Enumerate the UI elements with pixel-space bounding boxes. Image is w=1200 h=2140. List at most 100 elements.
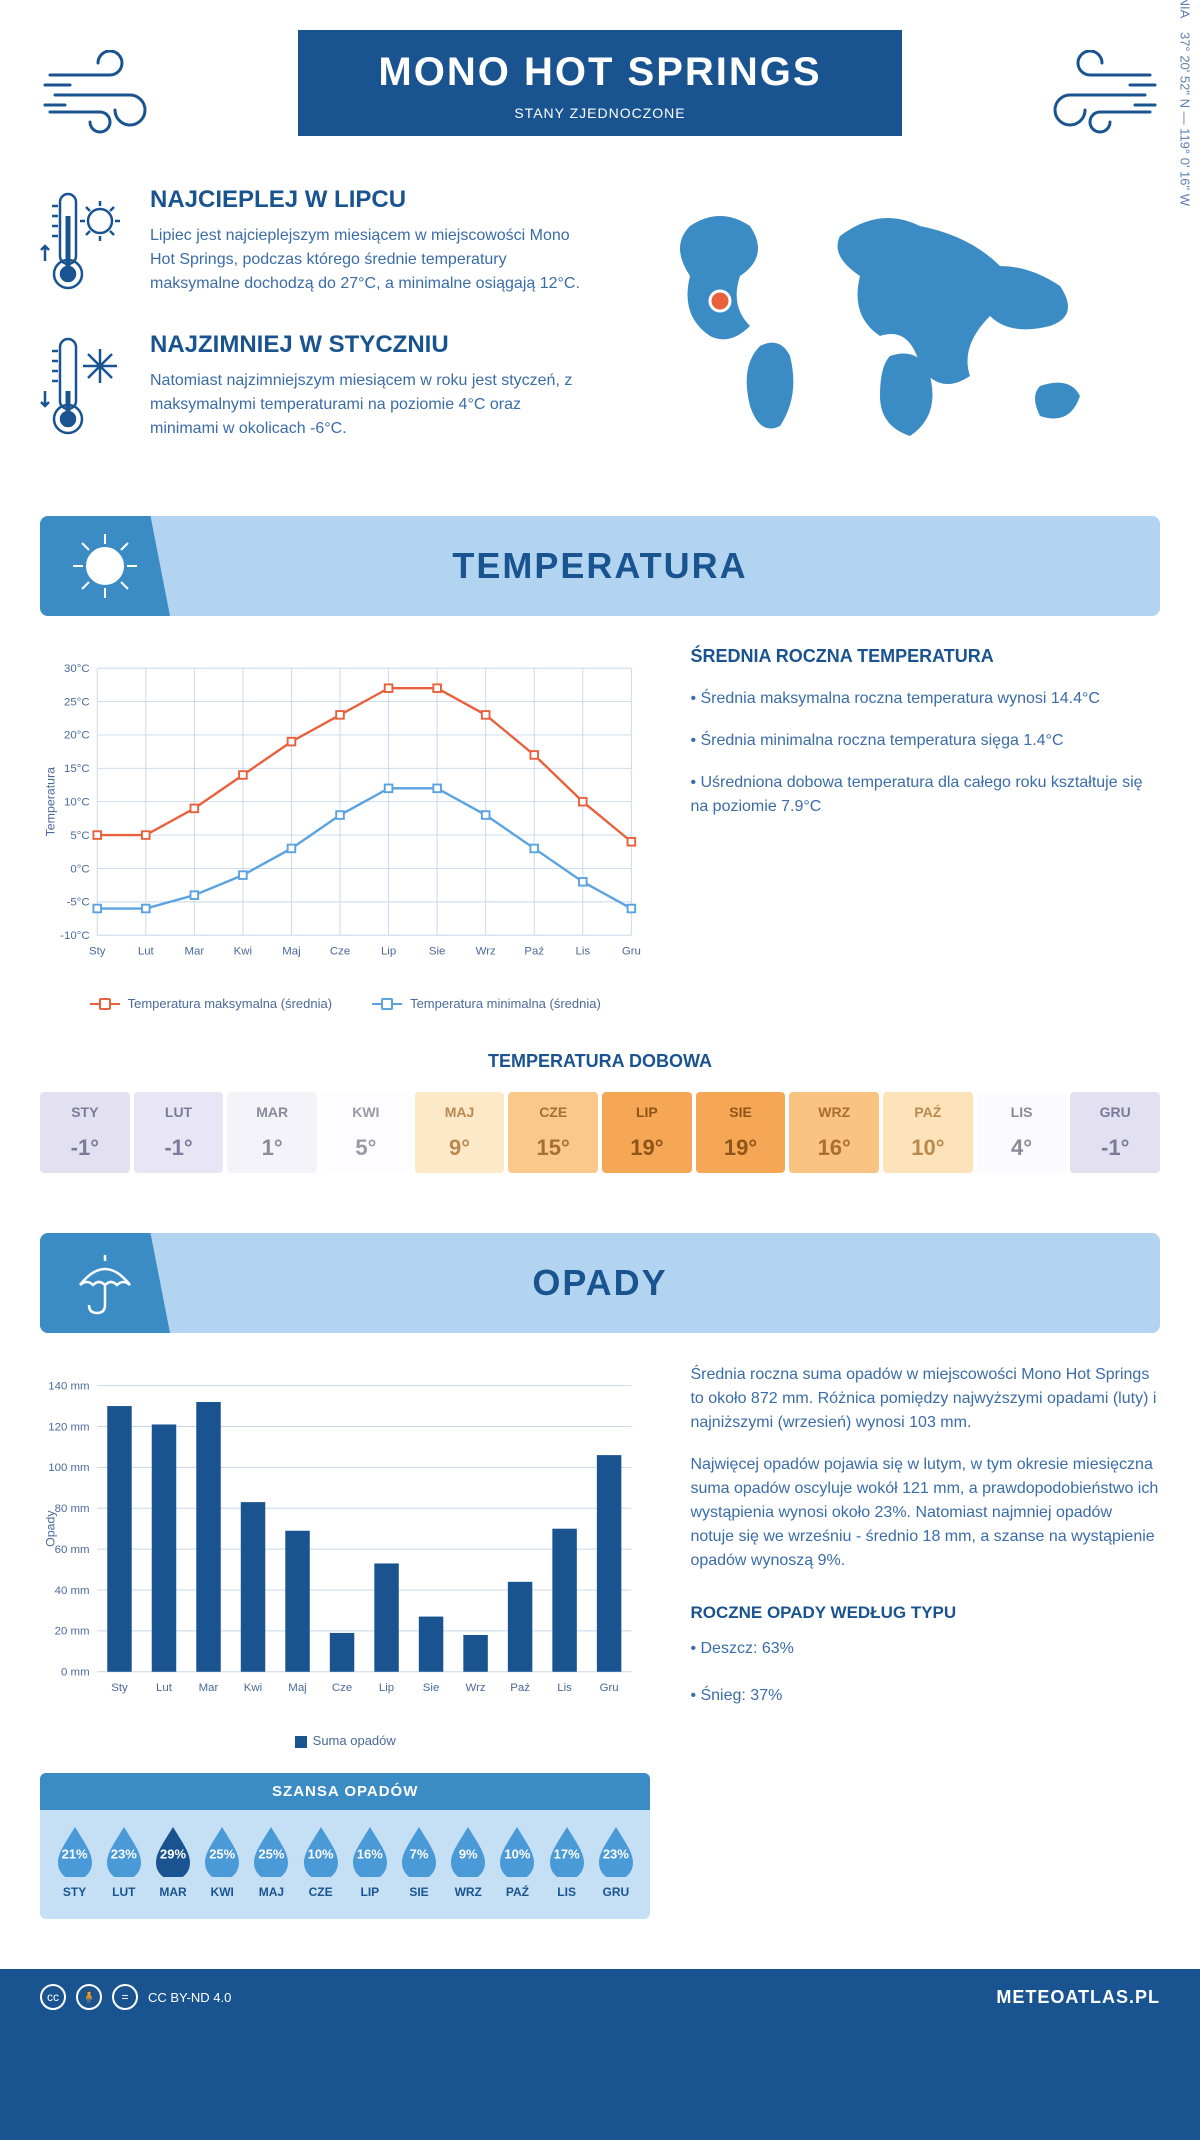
precip-chance-drop: 23%GRU [591, 1825, 640, 1899]
svg-text:Lut: Lut [156, 1682, 173, 1694]
svg-text:20°C: 20°C [64, 730, 90, 742]
world-map-icon [620, 186, 1160, 466]
precip-chance-drop: 29%MAR [148, 1825, 197, 1899]
svg-text:Opady: Opady [43, 1510, 57, 1547]
daily-temp-title: TEMPERATURA DOBOWA [40, 1051, 1160, 1072]
svg-text:Lis: Lis [557, 1682, 572, 1694]
precip-chance-drop: 25%KWI [198, 1825, 247, 1899]
precip-chance-drop: 23%LUT [99, 1825, 148, 1899]
svg-text:15°C: 15°C [64, 763, 90, 775]
svg-text:Cze: Cze [330, 945, 350, 957]
nd-icon: = [112, 1984, 138, 2010]
daily-temp-cell: WRZ16° [789, 1092, 879, 1173]
daily-temp-cell: LUT-1° [134, 1092, 224, 1173]
daily-temp-cell: SIE19° [696, 1092, 786, 1173]
svg-text:Maj: Maj [288, 1682, 306, 1694]
precip-chance-panel: SZANSA OPADÓW 21%STY23%LUT29%MAR25%KWI25… [40, 1773, 650, 1919]
svg-text:Temperatura: Temperatura [43, 767, 57, 837]
page-container: MONO HOT SPRINGS STANY ZJEDNOCZONE [0, 0, 1200, 2025]
temperature-title: TEMPERATURA [170, 545, 1160, 587]
svg-text:Paź: Paź [510, 1682, 530, 1694]
temp-info-bullet: • Średnia maksymalna roczna temperatura … [690, 687, 1160, 711]
summary-row: NAJCIEPLEJ W LIPCU Lipiec jest najcieple… [40, 186, 1160, 476]
svg-text:Cze: Cze [332, 1682, 352, 1694]
temp-info-bullet: • Średnia minimalna roczna temperatura s… [690, 729, 1160, 753]
svg-text:Kwi: Kwi [234, 945, 252, 957]
precip-by-type: ROCZNE OPADY WEDŁUG TYPU • Deszcz: 63% • … [690, 1603, 1160, 1711]
precip-info-paragraph: Średnia roczna suma opadów w miejscowośc… [690, 1363, 1160, 1435]
daily-temp-cell: LIS4° [977, 1092, 1067, 1173]
svg-text:Gru: Gru [600, 1682, 619, 1694]
svg-text:Kwi: Kwi [244, 1682, 262, 1694]
svg-text:30°C: 30°C [64, 663, 90, 675]
precip-title: OPADY [170, 1262, 1160, 1304]
svg-text:Paź: Paź [524, 945, 544, 957]
daily-temp-cell: MAR1° [227, 1092, 317, 1173]
coldest-text: Natomiast najzimniejszym miesiącem w rok… [150, 369, 580, 441]
svg-text:Wrz: Wrz [466, 1682, 486, 1694]
svg-text:40 mm: 40 mm [55, 1585, 90, 1597]
precip-chance-drop: 16%LIP [345, 1825, 394, 1899]
page-header: MONO HOT SPRINGS STANY ZJEDNOCZONE [40, 30, 1160, 136]
daily-temp-cell: CZE15° [508, 1092, 598, 1173]
svg-text:Lip: Lip [379, 1682, 394, 1694]
svg-text:80 mm: 80 mm [55, 1503, 90, 1515]
svg-text:Sty: Sty [111, 1682, 128, 1694]
precip-bar-chart: 0 mm20 mm40 mm60 mm80 mm100 mm120 mm140 … [40, 1363, 650, 1723]
svg-text:Lut: Lut [138, 945, 155, 957]
precip-legend: Suma opadów [40, 1733, 650, 1748]
temperature-line-chart: -10°C-5°C0°C5°C10°C15°C20°C25°C30°CStyLu… [40, 646, 650, 986]
location-title: MONO HOT SPRINGS [378, 50, 821, 95]
daily-temp-cell: MAJ9° [415, 1092, 505, 1173]
daily-temp-table: STY-1°LUT-1°MAR1°KWI5°MAJ9°CZE15°LIP19°S… [40, 1092, 1160, 1173]
svg-text:Mar: Mar [184, 945, 204, 957]
precip-chance-title: SZANSA OPADÓW [40, 1773, 650, 1810]
wind-icon [40, 50, 180, 145]
legend-item: .leg-swatch[style*='#e8613c']::after{bor… [90, 996, 332, 1011]
svg-text:20 mm: 20 mm [55, 1626, 90, 1638]
license-label: CC BY-ND 4.0 [148, 1990, 231, 2005]
daily-temp-cell: GRU-1° [1070, 1092, 1160, 1173]
precip-chance-drop: 10%PAŹ [493, 1825, 542, 1899]
daily-temp-cell: PAŹ10° [883, 1092, 973, 1173]
coordinates-label: KALIFORNIA 37° 20' 52" N — 119° 0' 16" W [1178, 0, 1193, 206]
precip-type-item: • Śnieg: 37% [690, 1682, 1160, 1711]
svg-text:Lip: Lip [381, 945, 396, 957]
svg-text:-10°C: -10°C [60, 930, 89, 942]
wind-icon [1020, 50, 1160, 145]
daily-temp-cell: LIP19° [602, 1092, 692, 1173]
svg-text:Sie: Sie [429, 945, 446, 957]
precip-chance-drop: 10%CZE [296, 1825, 345, 1899]
warmest-title: NAJCIEPLEJ W LIPCU [150, 186, 580, 214]
svg-text:5°C: 5°C [70, 830, 89, 842]
svg-text:0°C: 0°C [70, 863, 89, 875]
svg-text:140 mm: 140 mm [48, 1380, 89, 1392]
coldest-title: NAJZIMNIEJ W STYCZNIU [150, 331, 580, 359]
svg-text:10°C: 10°C [64, 797, 90, 809]
umbrella-icon [40, 1233, 170, 1333]
warmest-block: NAJCIEPLEJ W LIPCU Lipiec jest najcieple… [40, 186, 580, 301]
precip-type-item: • Deszcz: 63% [690, 1635, 1160, 1664]
cc-icon: cc [40, 1984, 66, 2010]
svg-text:Maj: Maj [282, 945, 300, 957]
precip-chance-drop: 17%LIS [542, 1825, 591, 1899]
coldest-block: NAJZIMNIEJ W STYCZNIU Natomiast najzimni… [40, 331, 580, 446]
temperature-section-header: TEMPERATURA [40, 516, 1160, 616]
svg-text:0 mm: 0 mm [61, 1667, 90, 1679]
temperature-info: ŚREDNIA ROCZNA TEMPERATURA • Średnia mak… [690, 646, 1160, 1011]
avg-annual-temp-title: ŚREDNIA ROCZNA TEMPERATURA [690, 646, 1160, 667]
precip-chance-drop: 9%WRZ [444, 1825, 493, 1899]
svg-text:Sie: Sie [423, 1682, 440, 1694]
precip-section-header: OPADY [40, 1233, 1160, 1333]
precip-type-title: ROCZNE OPADY WEDŁUG TYPU [690, 1603, 1160, 1623]
by-icon: 🧍 [76, 1984, 102, 2010]
svg-text:60 mm: 60 mm [55, 1544, 90, 1556]
svg-text:Lis: Lis [575, 945, 590, 957]
site-name: METEOATLAS.PL [996, 1987, 1160, 2008]
svg-text:-5°C: -5°C [67, 897, 90, 909]
svg-text:100 mm: 100 mm [48, 1462, 89, 1474]
daily-temp-cell: STY-1° [40, 1092, 130, 1173]
daily-temp-cell: KWI5° [321, 1092, 411, 1173]
country-subtitle: STANY ZJEDNOCZONE [378, 105, 821, 121]
precip-chance-drop: 25%MAJ [247, 1825, 296, 1899]
